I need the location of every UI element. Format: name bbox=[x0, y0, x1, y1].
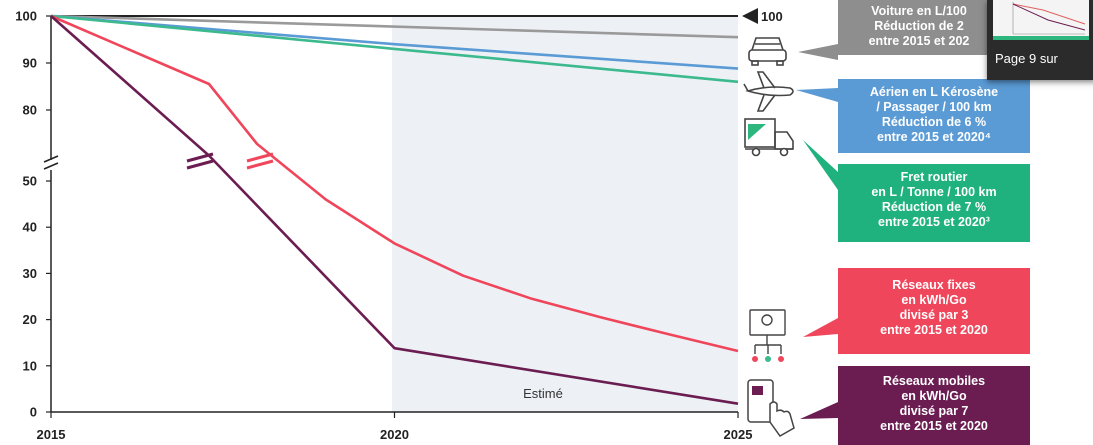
callout-air: Aérien en L Kérosène / Passager / 100 km R… bbox=[838, 79, 1030, 153]
y-tick-label: 20 bbox=[23, 312, 37, 327]
series-line-mobile bbox=[50, 15, 739, 405]
callout-line: Fret routier bbox=[900, 170, 968, 184]
truck-icon bbox=[744, 118, 794, 157]
callout-line: en kWh/Go bbox=[901, 293, 967, 307]
smartphone-touch-icon bbox=[747, 379, 795, 437]
x-tick-label: 2025 bbox=[724, 427, 753, 442]
reference-marker: 100 bbox=[742, 8, 783, 24]
reference-arrow-icon bbox=[742, 8, 758, 24]
series-lines bbox=[50, 14, 739, 405]
y-tick-label: 90 bbox=[23, 56, 37, 71]
series-line-air bbox=[50, 14, 739, 70]
car-icon bbox=[748, 37, 787, 66]
callout-line: entre 2015 et 2020 bbox=[880, 419, 988, 433]
x-tick-label: 2015 bbox=[37, 427, 66, 442]
callout-line: entre 2015 et 202 bbox=[868, 34, 970, 48]
y-tick-label: 80 bbox=[23, 103, 37, 118]
axis-break-mark bbox=[43, 155, 59, 170]
axis-labels: 0 10 20 30 40 50 80 90 100 2015 2020 2025 bbox=[15, 9, 752, 443]
fixed-network-icon bbox=[749, 309, 786, 362]
page-number-label: Page 9 sur bbox=[995, 51, 1058, 66]
axes bbox=[43, 15, 739, 418]
callout-line: Réduction de 6 % bbox=[881, 115, 987, 129]
callout-line: entre 2015 et 2020³ bbox=[878, 215, 990, 229]
callout-line: divisé par 7 bbox=[899, 404, 969, 418]
airplane-icon bbox=[743, 71, 794, 112]
y-tick-label: 50 bbox=[23, 174, 37, 189]
page-preview-popup[interactable]: Page 9 sur bbox=[987, 0, 1093, 80]
callout-line: Réduction de 2 bbox=[874, 19, 964, 33]
callout-line: Réduction de 7 % bbox=[881, 200, 987, 214]
callout-line: divisé par 3 bbox=[899, 308, 969, 322]
callout-line: / Passager / 100 km bbox=[876, 100, 992, 114]
callout-line: Voiture en L/100 bbox=[871, 4, 967, 18]
y-tick-label: 10 bbox=[23, 358, 37, 373]
estimated-region bbox=[392, 16, 738, 412]
series-break-mark bbox=[186, 152, 214, 170]
series-break-mark bbox=[246, 152, 274, 170]
x-tick-label: 2020 bbox=[380, 427, 409, 442]
series-line-fixed bbox=[50, 14, 739, 353]
callout-fixed: Réseaux fixes en kWh/Go divisé par 3 entre … bbox=[838, 268, 1030, 354]
thumbnail-chart-icon bbox=[993, 2, 1089, 40]
estimated-label: Estimé bbox=[523, 386, 563, 401]
reference-value-label: 100 bbox=[761, 9, 783, 24]
callout-mobile: Réseaux mobiles en kWh/Go divisé par 7 entr… bbox=[838, 366, 1030, 445]
callout-line: Réseaux fixes bbox=[892, 278, 976, 292]
callout-freight: Fret routier en L / Tonne / 100 km Réducti… bbox=[838, 164, 1030, 242]
series-line-car bbox=[50, 14, 739, 39]
callout-line: entre 2015 et 2020 bbox=[880, 323, 988, 337]
page-preview-thumbnail[interactable] bbox=[993, 0, 1089, 40]
callout-line: en L / Tonne / 100 km bbox=[871, 185, 997, 199]
callout-car: Voiture en L/100 Réduction de 2 entre 2015… bbox=[838, 0, 1000, 55]
callout-line: Aérien en L Kérosène bbox=[869, 85, 999, 99]
callout-line: entre 2015 et 2020⁴ bbox=[877, 130, 991, 144]
y-tick-label: 100 bbox=[15, 9, 37, 24]
y-tick-label: 40 bbox=[23, 220, 37, 235]
series-break-marks bbox=[186, 152, 274, 170]
y-tick-label: 30 bbox=[23, 266, 37, 281]
callout-line: en kWh/Go bbox=[901, 389, 967, 403]
y-tick-label: 0 bbox=[30, 405, 37, 420]
callout-line: Réseaux mobiles bbox=[882, 374, 986, 388]
series-line-freight bbox=[50, 14, 739, 84]
